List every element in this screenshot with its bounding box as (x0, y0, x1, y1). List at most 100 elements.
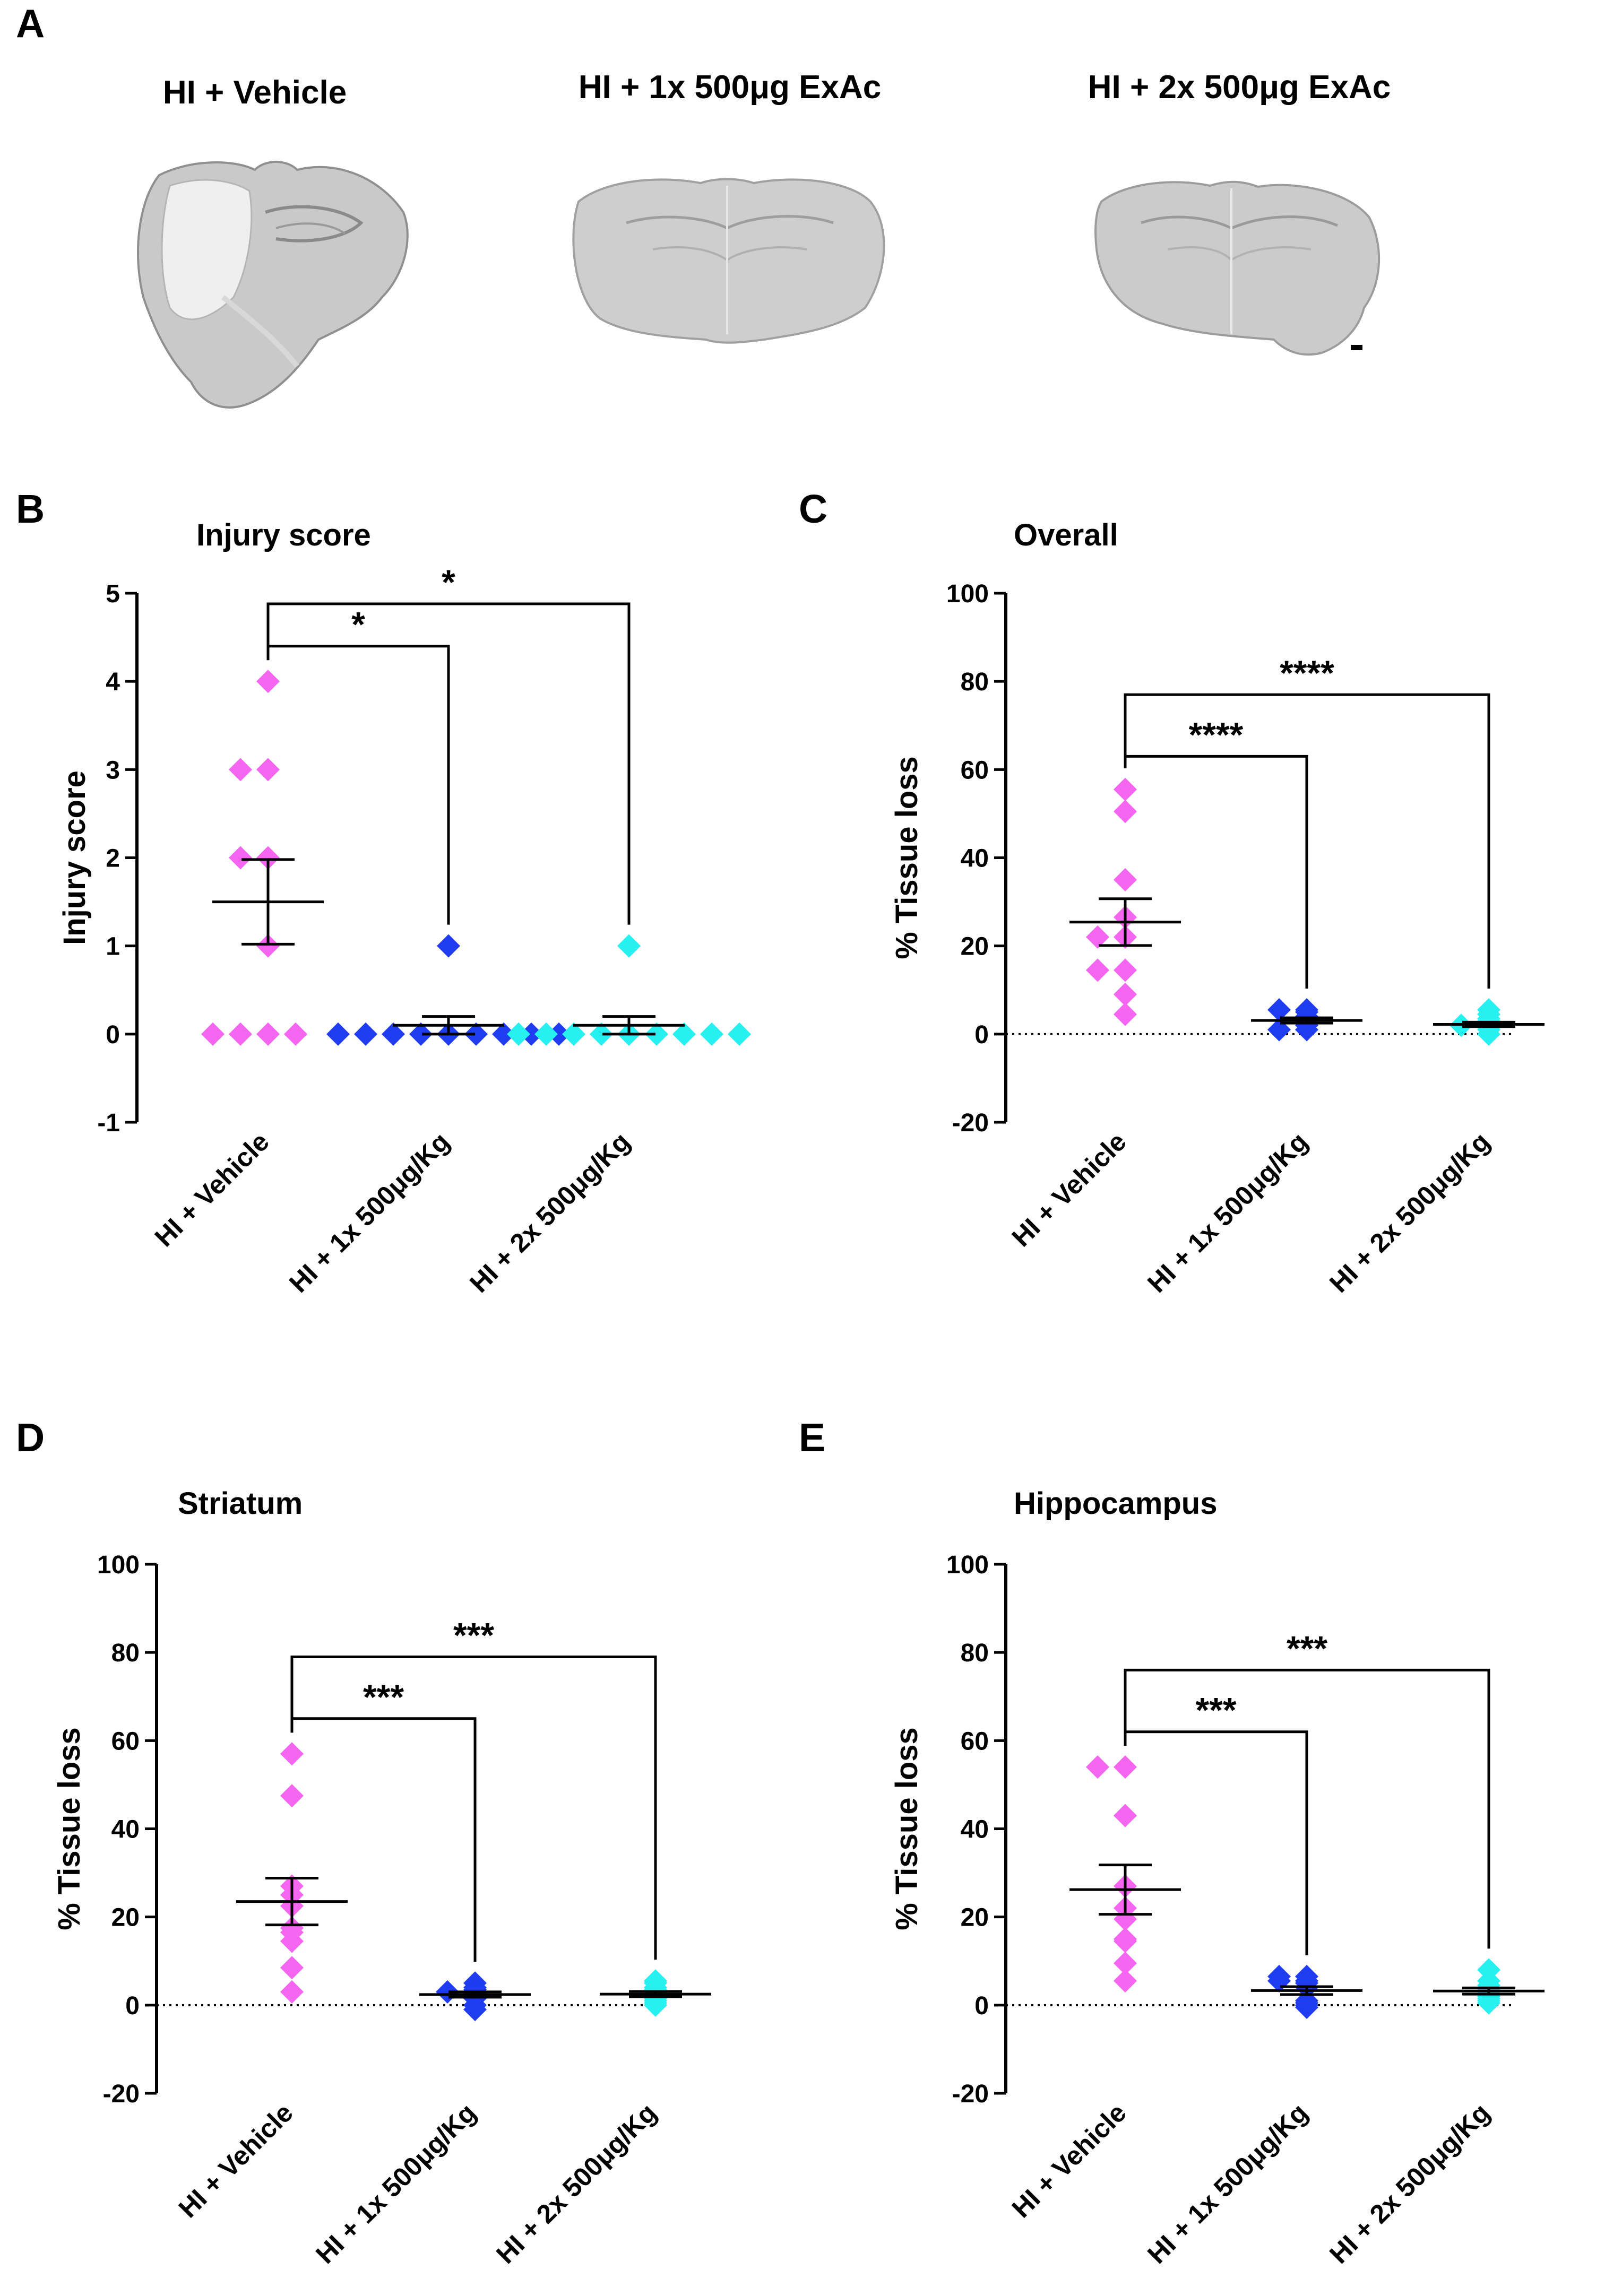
chart-panel-c: C Overall % Tissue loss -20 0 20 40 60 80 100 HI +… (799, 487, 1545, 1298)
y-tick-label: 20 (111, 1904, 140, 1932)
category-label: HI + 2x 500μg/Kg (1324, 2098, 1496, 2269)
y-tick-label: 5 (106, 580, 120, 608)
chart-title: Striatum (178, 1486, 303, 1521)
data-point (256, 758, 280, 782)
data-point (1267, 1969, 1291, 1993)
data-point (256, 934, 280, 958)
data-point (617, 934, 641, 958)
y-tick-label: 0 (106, 1021, 120, 1049)
data-point (280, 1956, 304, 1980)
panel-a: A HI + Vehicle HI + 1x 500μg ExAc HI + 2… (16, 1, 1391, 409)
data-point (644, 1993, 667, 2017)
panel-letter-c: C (799, 487, 827, 531)
y-tick-label: 100 (946, 580, 989, 608)
significance-bracket (1124, 1730, 1308, 1955)
significance-label: * (442, 562, 455, 602)
y-tick-label: -20 (103, 2080, 140, 2108)
data-point (728, 1022, 751, 1046)
data-point (256, 846, 280, 870)
y-tick-label: -1 (97, 1109, 120, 1137)
data-point (280, 1742, 304, 1766)
category-label: HI + 2x 500μg/Kg (464, 1127, 636, 1298)
chart-panel-b: B Injury score Injury score -1 0 1 2 3 4 5 HI + Ve… (16, 487, 751, 1298)
y-axis-label: % Tissue loss (52, 1727, 87, 1930)
data-point (1114, 800, 1137, 824)
chart-title: Injury score (196, 518, 371, 552)
significance-bracket (1124, 755, 1308, 989)
category-label: HI + Vehicle (173, 2098, 299, 2223)
significance-label: *** (363, 1677, 404, 1717)
category-label: HI + 1x 500μg/Kg (310, 2098, 482, 2269)
data-point (229, 758, 252, 782)
data-point (1295, 1995, 1318, 2019)
data-point (1114, 1951, 1137, 1975)
y-tick-label: 4 (106, 668, 120, 696)
data-point (256, 670, 280, 694)
significance-bracket (290, 1655, 657, 1960)
data-point (1114, 1755, 1137, 1779)
y-axis-label: % Tissue loss (890, 756, 924, 959)
data-point (256, 1022, 280, 1046)
y-axis-label: % Tissue loss (890, 1727, 924, 1930)
data-point (1114, 1804, 1137, 1827)
y-tick-label: 3 (106, 756, 120, 784)
y-tick-label: 60 (111, 1727, 140, 1755)
y-tick-label: -20 (952, 2080, 989, 2108)
data-point (1086, 1755, 1109, 1779)
y-tick-label: 60 (961, 1727, 989, 1755)
significance-bracket (266, 645, 450, 925)
brain-section-1x-icon (572, 178, 885, 344)
data-point (645, 1022, 668, 1046)
significance-bracket (290, 1717, 477, 1962)
data-point (507, 1022, 530, 1046)
chart-panel-e: E Hippocampus % Tissue loss -20 0 20 40 60 80 100… (799, 1415, 1545, 2269)
data-point (562, 1022, 585, 1046)
data-point (280, 1929, 304, 1953)
brain-title-2x: HI + 2x 500μg ExAc (1088, 69, 1391, 106)
data-point (1267, 998, 1291, 1022)
y-tick-label: 2 (106, 845, 120, 873)
significance-bracket (266, 602, 631, 925)
category-label: HI + 1x 500μg/Kg (283, 1127, 455, 1298)
brain-title-1x: HI + 1x 500μg ExAc (579, 69, 881, 106)
data-point (1477, 1022, 1500, 1046)
y-tick-label: 60 (961, 756, 989, 784)
data-point (700, 1022, 723, 1046)
data-point (229, 846, 252, 870)
brain-title-vehicle: HI + Vehicle (163, 74, 347, 111)
data-point (1114, 958, 1137, 982)
significance-label: **** (1280, 653, 1334, 692)
data-point (382, 1022, 405, 1046)
data-point (1114, 868, 1137, 892)
data-point (326, 1022, 350, 1046)
significance-bracket (1124, 1668, 1490, 1949)
category-label: HI + 2x 500μg/Kg (490, 2098, 662, 2269)
data-point (1477, 1991, 1500, 2015)
y-tick-label: 80 (961, 668, 989, 696)
y-tick-label: 0 (125, 1992, 140, 2020)
category-label: HI + 1x 500μg/Kg (1142, 2098, 1314, 2269)
category-label: HI + Vehicle (149, 1127, 275, 1252)
category-label: HI + 1x 500μg/Kg (1142, 1127, 1314, 1298)
panel-letter-a: A (16, 1, 45, 46)
y-tick-label: 0 (974, 1992, 989, 2020)
brain-section-2x-icon (1094, 180, 1381, 356)
data-point (284, 1022, 307, 1046)
category-label: HI + 2x 500μg/Kg (1324, 1127, 1496, 1298)
panel-letter-d: D (16, 1415, 45, 1460)
data-point (1086, 958, 1109, 982)
chart-title: Overall (1014, 518, 1118, 552)
y-tick-label: 80 (961, 1639, 989, 1667)
significance-bracket (1124, 693, 1490, 989)
significance-label: **** (1189, 715, 1244, 754)
y-tick-label: 100 (97, 1551, 140, 1579)
data-point (437, 934, 460, 958)
chart-panel-d: D Striatum % Tissue loss -20 0 20 40 60 80 100 HI … (16, 1415, 711, 2269)
y-tick-label: 20 (961, 1904, 989, 1932)
data-point (534, 1022, 558, 1046)
y-tick-label: 40 (961, 845, 989, 873)
data-point (464, 1022, 488, 1046)
data-point (1114, 1929, 1137, 1953)
data-point (463, 1998, 487, 2022)
significance-label: *** (453, 1615, 494, 1654)
